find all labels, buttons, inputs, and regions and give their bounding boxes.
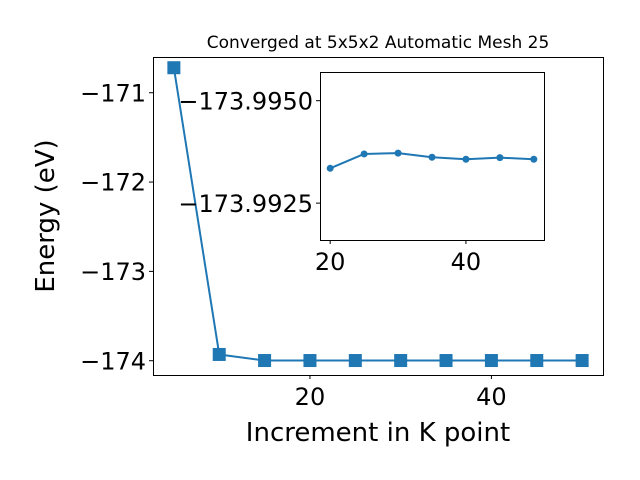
main-x-tick-label: 40 [476, 383, 507, 411]
inset-y-tick-label: −173.9950 [178, 87, 313, 115]
inset-data-point [428, 153, 436, 161]
main-data-point [530, 354, 544, 368]
main-data-point [212, 347, 226, 361]
main-data-point [439, 354, 453, 368]
inset-data-point [326, 164, 334, 172]
inset-y-tick-label: −173.9925 [178, 190, 313, 218]
inset-plot-frame [320, 72, 545, 241]
main-x-axis-label: Increment in K point [246, 418, 510, 448]
inset-x-tick-label: 20 [315, 248, 346, 276]
main-series-line [172, 67, 583, 362]
main-data-point [303, 354, 317, 368]
inset-y-ticks: −173.9950 −173.9925 [178, 87, 320, 218]
main-data-point [484, 354, 498, 368]
main-x-ticks: 20 40 [295, 375, 507, 411]
main-plot-frame [153, 57, 604, 376]
inset-data-point [530, 155, 538, 163]
inset-x-ticks: 20 40 [315, 240, 481, 276]
main-data-point [348, 354, 362, 368]
inset-data-point [360, 150, 368, 158]
main-y-tick-label: −173 [80, 258, 146, 286]
inset-data-point [496, 154, 504, 162]
main-series [167, 61, 589, 368]
main-x-tick-label: 20 [295, 383, 326, 411]
inset-chart: 20 40 −173.9950−173.9925 [178, 72, 545, 276]
inset-data-point [394, 149, 402, 157]
main-y-tick-label: −174 [80, 347, 146, 375]
main-data-point [167, 61, 181, 75]
main-y-tick-label: −171 [80, 79, 146, 107]
main-data-point [575, 354, 589, 368]
main-chart-title: Converged at 5x5x2 Automatic Mesh 25 [207, 33, 550, 53]
main-y-ticks: −171 −172 −173 −174 [80, 79, 153, 375]
inset-series [326, 149, 538, 172]
main-chart: Converged at 5x5x2 Automatic Mesh 25 20 4… [31, 33, 604, 448]
inset-x-tick-label: 40 [451, 248, 482, 276]
main-data-point [394, 354, 408, 368]
main-y-tick-label: −172 [80, 169, 146, 197]
main-y-axis-label: Energy (eV) [31, 139, 61, 292]
inset-data-point [462, 155, 470, 163]
main-data-point [258, 354, 272, 368]
